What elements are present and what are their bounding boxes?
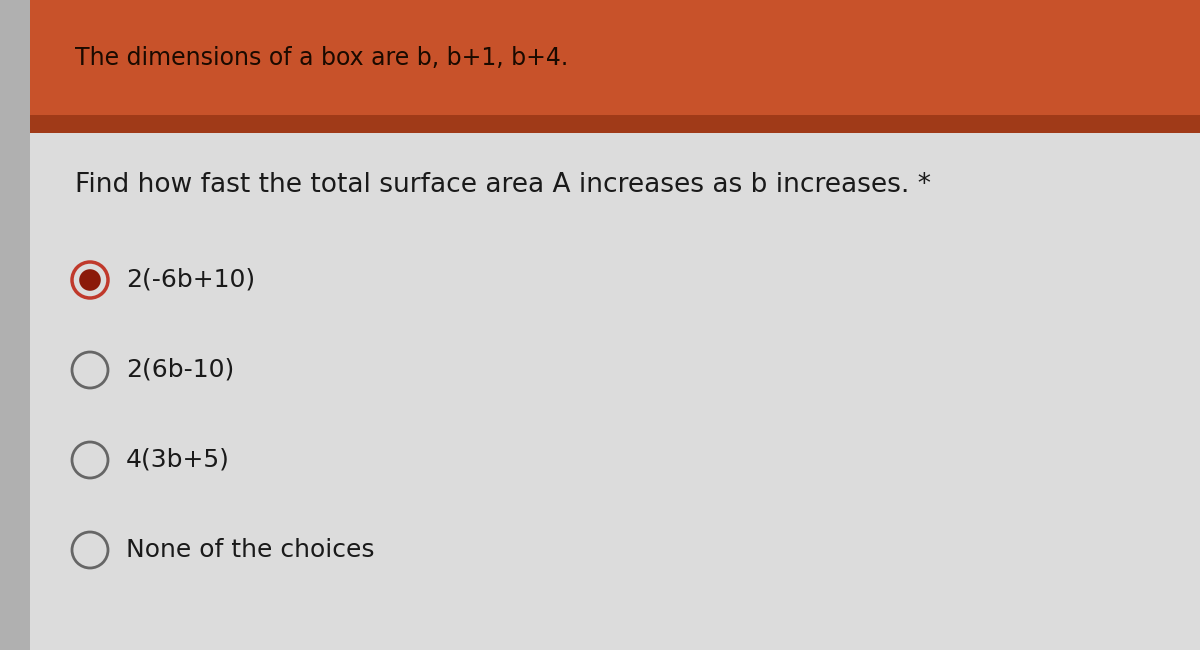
Circle shape xyxy=(72,262,108,298)
Circle shape xyxy=(72,442,108,478)
Circle shape xyxy=(79,269,101,291)
Text: 2(6b-10): 2(6b-10) xyxy=(126,358,234,382)
Text: Find how fast the total surface area A increases as b increases. *: Find how fast the total surface area A i… xyxy=(74,172,931,198)
Bar xyxy=(0,0,30,650)
Text: None of the choices: None of the choices xyxy=(126,538,374,562)
Text: 4(3b+5): 4(3b+5) xyxy=(126,448,230,472)
Text: 2(-6b+10): 2(-6b+10) xyxy=(126,268,256,292)
Text: The dimensions of a box are b, b+1, b+4.: The dimensions of a box are b, b+1, b+4. xyxy=(74,46,569,70)
Bar xyxy=(30,115,1200,133)
Bar xyxy=(30,0,1200,115)
Circle shape xyxy=(72,532,108,568)
Circle shape xyxy=(72,352,108,388)
